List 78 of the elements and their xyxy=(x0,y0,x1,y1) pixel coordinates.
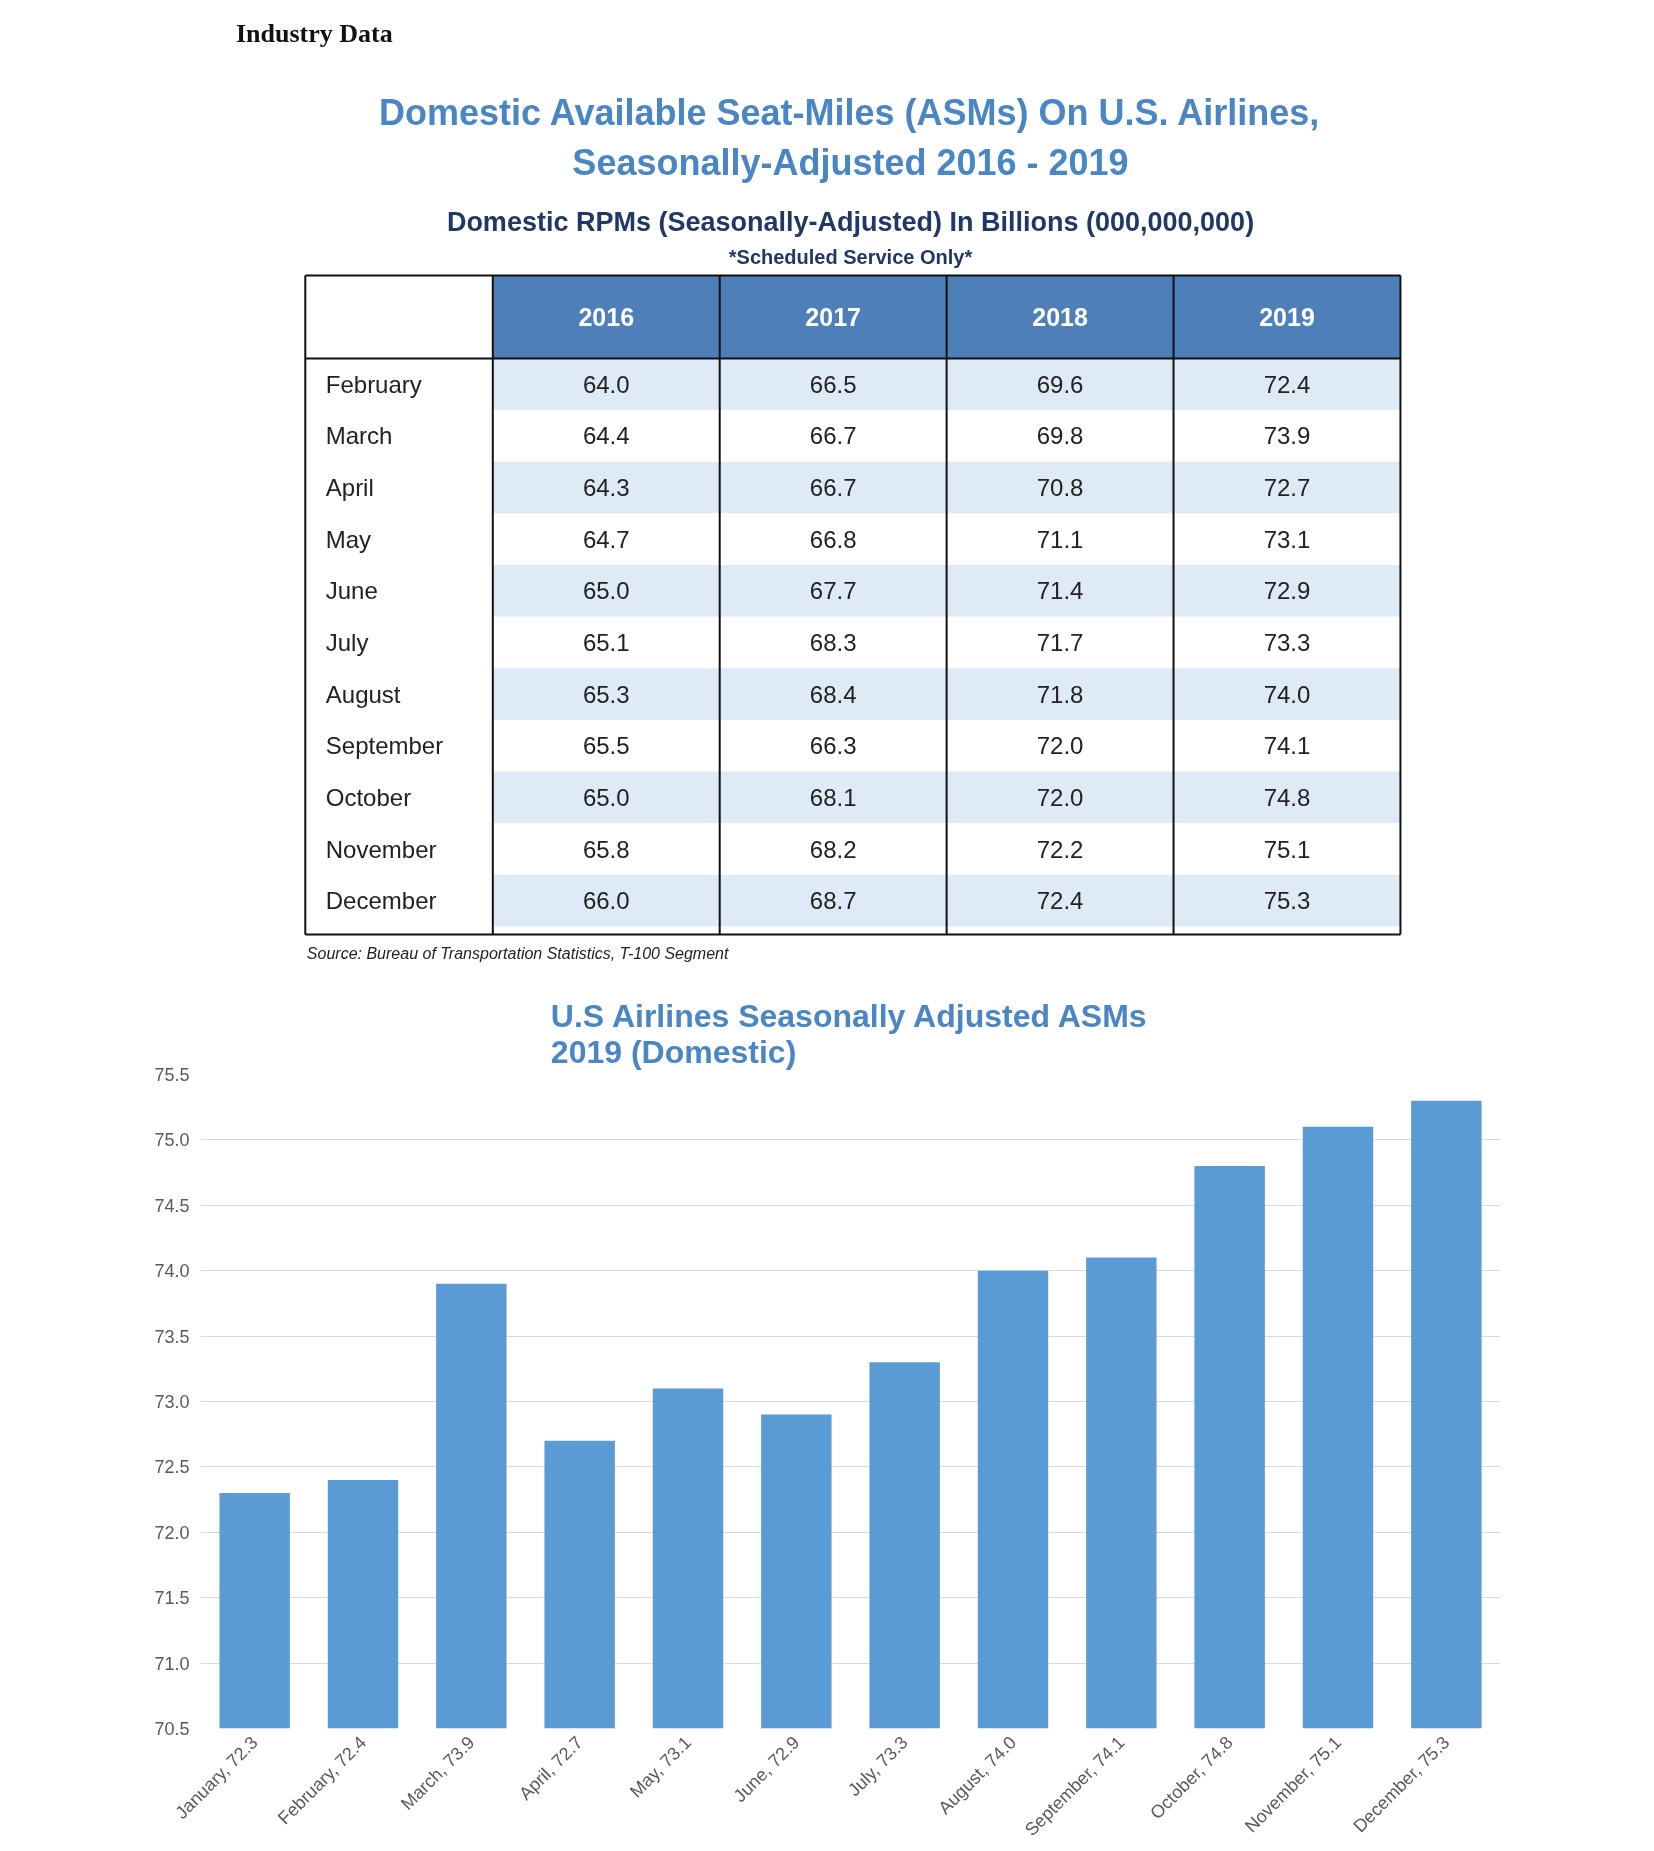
data-label: 64.0 xyxy=(582,370,630,398)
data-label: 66.7 xyxy=(809,474,857,502)
y-tick-label: 75.0 xyxy=(154,1130,190,1151)
data-label: 72.4 xyxy=(1263,370,1311,398)
data-label: 75.1 xyxy=(1263,835,1311,863)
y-tick-label: 70.5 xyxy=(154,1719,190,1739)
y-tick-label: March xyxy=(325,422,393,450)
data-label: 64.3 xyxy=(582,474,630,502)
data-label: 69.6 xyxy=(1036,370,1084,398)
y-tick-label: 72.0 xyxy=(154,1522,190,1543)
data-label: 73.3 xyxy=(1263,629,1311,656)
y-tick-label: July xyxy=(325,629,369,656)
y-tick-label: February xyxy=(325,370,422,398)
data-label: 74.1 xyxy=(1263,732,1311,760)
data-label: 72.9 xyxy=(1263,577,1311,605)
data-label: 75.3 xyxy=(1263,887,1311,915)
data-label: 73.9 xyxy=(1263,422,1311,450)
x-tick-label: 2018 xyxy=(1032,303,1088,331)
y-tick-label: May xyxy=(325,525,372,553)
data-label: 71.4 xyxy=(1036,577,1084,605)
data-label: 66.7 xyxy=(809,422,857,450)
x-tick-label: July, 73.3 xyxy=(844,1732,912,1801)
y-tick-label: April xyxy=(325,474,374,502)
y-tick-label: 72.5 xyxy=(154,1457,190,1478)
data-label: 70.8 xyxy=(1036,474,1084,502)
y-tick-label: 74.0 xyxy=(154,1261,190,1282)
x-tick-label: May, 73.1 xyxy=(625,1732,696,1802)
data-label: 65.0 xyxy=(582,783,630,811)
data-label: 65.0 xyxy=(582,577,630,605)
data-label: 66.0 xyxy=(582,887,630,915)
data-label: 68.4 xyxy=(809,680,857,708)
y-tick-label: June xyxy=(325,577,378,605)
data-label: 68.7 xyxy=(809,887,857,915)
data-label: 72.7 xyxy=(1263,474,1311,502)
data-label: 72.4 xyxy=(1036,887,1084,915)
data-label: 64.7 xyxy=(582,525,630,553)
data-label: 68.2 xyxy=(809,835,857,863)
source-note: Source: Bureau of Transportation Statistics, T-100 Segment xyxy=(306,945,729,962)
data-label: 64.4 xyxy=(582,422,630,450)
chart-title: Domestic Available Seat-Miles (ASMs) On U.S. Airlines, Seasonally-Adjusted 2016 - 2019 xyxy=(379,92,1320,183)
x-tick-label: 2017 xyxy=(805,303,861,331)
data-label: 66.5 xyxy=(809,370,857,398)
data-label: 68.3 xyxy=(809,629,857,656)
data-label: 72.2 xyxy=(1036,835,1084,863)
data-label: 68.1 xyxy=(809,783,857,811)
text: Industry Data xyxy=(235,19,393,48)
y-tick-label: August xyxy=(325,680,401,708)
y-tick-label: September xyxy=(325,732,444,760)
data-label: 65.5 xyxy=(582,732,630,760)
text: *Scheduled Service Only* xyxy=(728,245,973,268)
data-label: 71.1 xyxy=(1036,525,1084,553)
data-label: 65.3 xyxy=(582,680,630,708)
data-label: 65.1 xyxy=(582,629,630,656)
data-label: 69.8 xyxy=(1036,422,1084,450)
data-label: 66.3 xyxy=(809,732,857,760)
y-tick-label: October xyxy=(325,783,412,811)
y-tick-label: 73.5 xyxy=(154,1326,190,1347)
data-label: 74.0 xyxy=(1263,680,1311,708)
y-tick-label: 75.5 xyxy=(154,1065,190,1085)
data-label: 72.0 xyxy=(1036,732,1084,760)
data-label: 74.8 xyxy=(1263,783,1311,811)
chart-title: U.S Airlines Seasonally Adjusted ASMs 2019 (Domestic) xyxy=(550,997,1147,1070)
y-tick-label: November xyxy=(325,835,437,863)
y-tick-label: 71.5 xyxy=(154,1588,190,1609)
data-label: 67.7 xyxy=(809,577,857,605)
data-label: 73.1 xyxy=(1263,525,1311,553)
y-tick-label: December xyxy=(325,887,437,915)
y-tick-label: 73.0 xyxy=(154,1392,190,1412)
data-label: 71.7 xyxy=(1036,629,1084,656)
chart-subtitle: Domestic RPMs (Seasonally-Adjusted) In Billions (000,000,000) xyxy=(446,206,1255,237)
x-tick-label: 2016 xyxy=(578,303,635,331)
y-tick-label: 71.0 xyxy=(154,1653,190,1674)
data-label: 66.8 xyxy=(809,525,857,553)
y-tick-label: 74.5 xyxy=(154,1195,190,1216)
data-label: 72.0 xyxy=(1036,783,1084,811)
data-label: 65.8 xyxy=(582,835,630,863)
data-label: 71.8 xyxy=(1036,680,1084,708)
x-tick-label: 2019 xyxy=(1259,303,1315,331)
